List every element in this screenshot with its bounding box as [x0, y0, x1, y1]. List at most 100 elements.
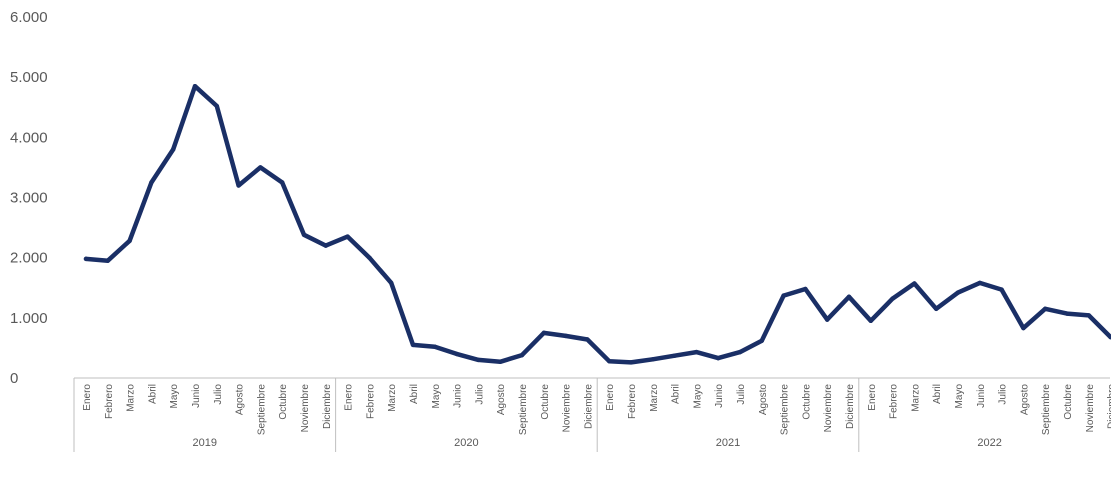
year-label: 2020: [454, 437, 478, 449]
data-point: [628, 360, 634, 365]
year-label: 2022: [977, 437, 1001, 449]
data-point: [846, 294, 852, 299]
x-tick-label: Octubre: [801, 384, 812, 420]
data-point: [694, 349, 699, 355]
data-point: [498, 359, 503, 364]
y-tick-label: 3.000: [10, 190, 48, 207]
x-tick-label: Febrero: [365, 384, 376, 419]
data-point: [716, 355, 721, 361]
x-tick-label: Julio: [213, 384, 224, 405]
data-point: [280, 180, 285, 185]
y-tick-label: 2.000: [10, 250, 48, 267]
data-point: [1021, 325, 1026, 331]
y-tick-label: 4.000: [10, 129, 48, 146]
data-point: [1043, 306, 1048, 312]
data-point: [476, 357, 481, 363]
x-tick-label: Junio: [191, 384, 202, 408]
data-point: [171, 147, 176, 152]
year-label: 2019: [193, 437, 217, 449]
x-tick-label: Septiembre: [1041, 384, 1052, 436]
x-tick-label: Junio: [714, 384, 725, 408]
series-line: [83, 83, 1111, 365]
data-point: [105, 258, 111, 263]
plot-area: [83, 83, 1111, 365]
data-point: [803, 286, 808, 292]
x-tick-label: Septiembre: [256, 384, 267, 436]
x-tick-label: Abril: [409, 384, 420, 404]
x-tick-label: Febrero: [627, 384, 638, 419]
x-tick-label: Noviembre: [823, 384, 834, 433]
data-point: [541, 330, 546, 336]
x-tick-label: Diciembre: [322, 384, 333, 429]
x-tick-label: Mayo: [431, 384, 442, 409]
y-tick-label: 5.000: [10, 69, 48, 86]
x-tick-label: Abril: [147, 384, 158, 404]
data-point: [1108, 334, 1111, 340]
x-tick-label: Julio: [736, 384, 747, 405]
x-tick-label: Mayo: [954, 384, 965, 409]
data-point: [585, 337, 590, 342]
y-tick-label: 6.000: [10, 9, 48, 26]
x-tick-label: Enero: [82, 384, 93, 411]
x-tick-label: Octubre: [278, 384, 289, 420]
x-tick-label: Julio: [998, 384, 1009, 405]
y-tick-label: 0: [10, 370, 18, 387]
data-point: [149, 180, 154, 185]
data-point: [1086, 313, 1092, 318]
x-tick-label: Julio: [474, 384, 485, 405]
data-point: [323, 243, 328, 248]
x-tick-label: Junio: [976, 384, 987, 408]
x-tick-label: Diciembre: [845, 384, 856, 429]
x-tick-label: Abril: [932, 384, 943, 404]
year-label: 2021: [716, 437, 740, 449]
data-point: [955, 290, 961, 295]
x-axis: 2019 2020 2021 2022 Enero Febrero Marzo Abril Ma…: [73, 377, 1111, 452]
data-point: [236, 183, 241, 188]
x-tick-label: Noviembre: [300, 384, 311, 433]
x-tick-label: Agosto: [235, 384, 246, 416]
data-point: [1064, 311, 1070, 316]
x-tick-label: Abril: [671, 384, 682, 404]
x-tick-label: Mayo: [692, 384, 703, 409]
x-tick-label: Marzo: [910, 384, 921, 412]
data-point: [607, 358, 612, 364]
data-point: [83, 256, 89, 262]
x-tick-label: Septiembre: [780, 384, 791, 436]
x-tick-label: Mayo: [169, 384, 180, 409]
data-point: [825, 317, 830, 322]
data-point: [432, 344, 437, 349]
x-tick-label: Diciembre: [583, 384, 594, 429]
data-point: [563, 333, 568, 339]
data-point: [367, 255, 372, 260]
data-point: [737, 349, 743, 355]
data-point: [890, 296, 895, 301]
x-tick-label: Septiembre: [518, 384, 529, 436]
x-tick-label: Marzo: [126, 384, 137, 412]
y-axis: 0 1.000 2.000 3.000 4.000 5.000 6.000: [10, 9, 48, 387]
x-tick-label: Octubre: [1063, 384, 1074, 420]
x-tick-label: Noviembre: [1085, 384, 1096, 433]
data-point: [389, 280, 394, 286]
data-point: [868, 318, 873, 324]
x-tick-label: Febrero: [104, 384, 115, 419]
x-tick-label: Agosto: [496, 384, 507, 416]
data-point: [127, 238, 132, 244]
data-point: [214, 103, 219, 109]
x-tick-label: Octubre: [540, 384, 551, 420]
data-point: [519, 352, 525, 358]
data-point: [977, 280, 982, 286]
data-point: [759, 338, 764, 343]
data-point: [192, 83, 198, 89]
data-point: [999, 287, 1004, 292]
x-tick-label: Marzo: [387, 384, 398, 412]
data-point: [345, 234, 350, 239]
x-tick-label: Enero: [605, 384, 616, 411]
x-tick-label: Diciembre: [1107, 384, 1111, 429]
data-point: [410, 342, 416, 348]
x-tick-label: Enero: [867, 384, 878, 411]
x-tick-label: Junio: [453, 384, 464, 408]
data-point: [258, 165, 263, 170]
data-point: [934, 306, 939, 312]
data-point: [912, 281, 917, 286]
